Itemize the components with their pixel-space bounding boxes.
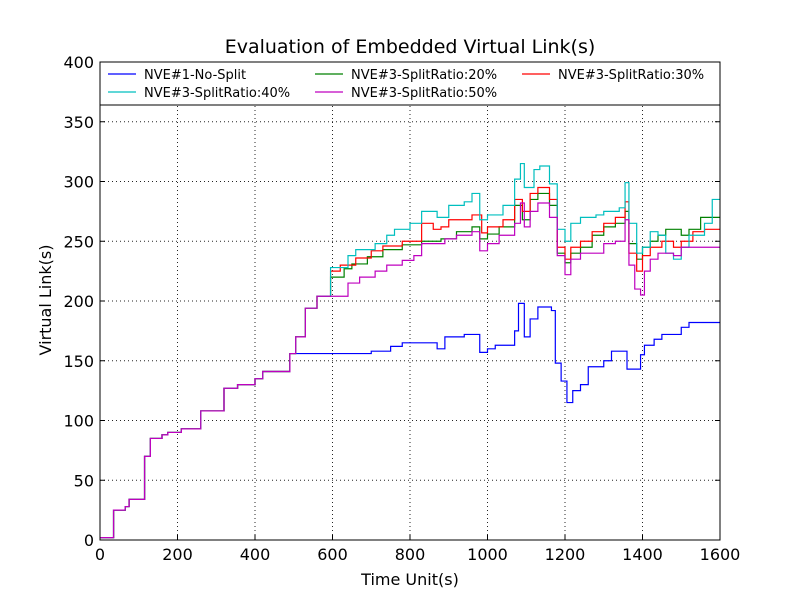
x-tick-label: 1000 [467, 545, 508, 564]
grid-lines [100, 62, 720, 540]
legend: NVE#1-No-Split NVE#3-SplitRatio:20% NVE#3-… [99, 61, 721, 106]
series-line-5 [100, 202, 720, 539]
x-tick-label: 1600 [700, 545, 741, 564]
x-tick-label: 800 [395, 545, 426, 564]
x-tick-label: 600 [317, 545, 348, 564]
y-axis-title: Virtual Link(s) [36, 245, 55, 356]
legend-label: NVE#3-SplitRatio:30% [558, 68, 704, 83]
y-tick-label: 400 [63, 53, 94, 72]
legend-label: NVE#3-SplitRatio:50% [351, 86, 497, 101]
x-axis-title: Time Unit(s) [360, 570, 459, 589]
y-tick-label: 100 [63, 412, 94, 431]
legend-box [99, 61, 721, 106]
legend-label: NVE#1-No-Split [144, 68, 246, 83]
x-tick-label: 1400 [622, 545, 663, 564]
y-tick-label: 300 [63, 173, 94, 192]
chart-title: Evaluation of Embedded Virtual Link(s) [225, 36, 596, 58]
legend-label: NVE#3-SplitRatio:20% [351, 68, 497, 83]
y-tick-label: 0 [84, 531, 94, 550]
y-tick-label: 350 [63, 113, 94, 132]
legend-label: NVE#3-SplitRatio:40% [144, 86, 290, 101]
x-tick-label: 400 [240, 545, 271, 564]
y-tick-label: 150 [63, 352, 94, 371]
y-tick-label: 50 [74, 471, 94, 490]
x-tick-label: 1200 [545, 545, 586, 564]
y-tick-label: 200 [63, 292, 94, 311]
x-tick-label: 200 [162, 545, 193, 564]
series-lines [100, 162, 720, 539]
x-tick-label: 0 [95, 545, 105, 564]
y-tick-label: 250 [63, 232, 94, 251]
axes: 0 200 400 600 800 1000 1200 1400 1600 0 50 100 150 20… [63, 53, 740, 564]
